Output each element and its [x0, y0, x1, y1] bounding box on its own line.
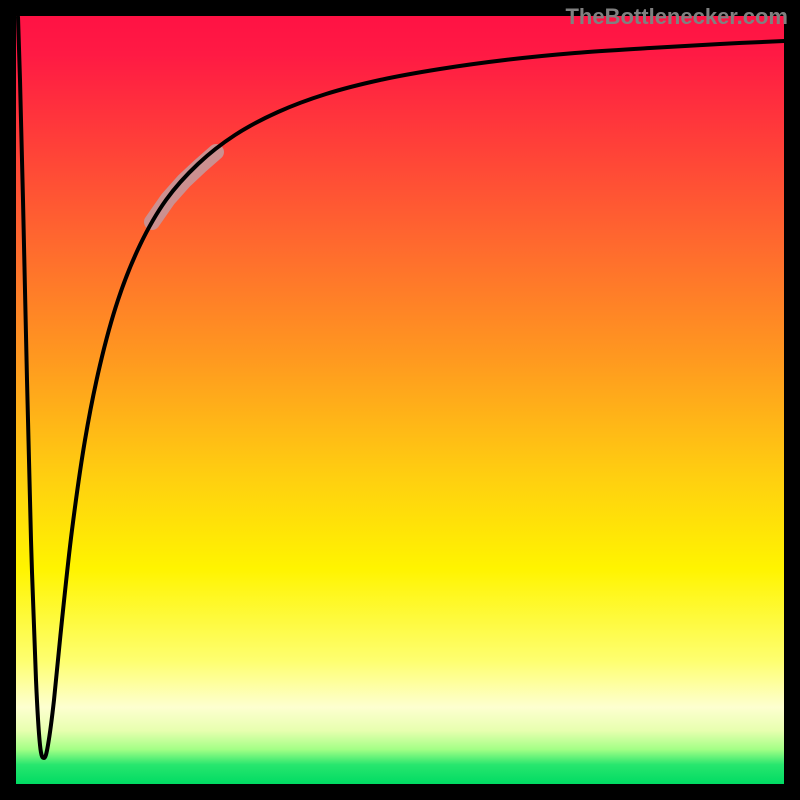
- chart-svg: [0, 0, 800, 800]
- watermark-text: TheBottlenecker.com: [565, 4, 788, 30]
- chart-canvas: TheBottlenecker.com: [0, 0, 800, 800]
- gradient-background: [16, 16, 784, 784]
